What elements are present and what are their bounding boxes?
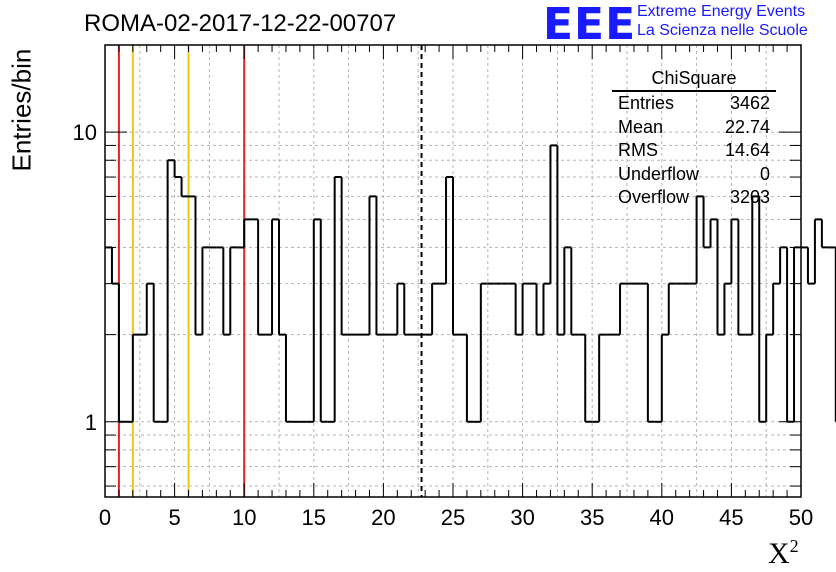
histogram-bin: [333, 176, 342, 422]
histogram-bin: [779, 246, 788, 284]
x-tick-label: 20: [371, 505, 395, 530]
stats-value: 0: [759, 163, 770, 184]
histogram-bin: [765, 333, 774, 422]
histogram-bin: [521, 282, 530, 335]
stats-title: ChiSquare: [612, 66, 776, 92]
logo-tagline-1: Extreme Energy Events: [637, 3, 806, 20]
stats-label: RMS: [618, 140, 658, 160]
histogram-bin: [758, 196, 767, 423]
x-tick-label: 25: [441, 505, 465, 530]
histogram-bin: [737, 219, 746, 336]
stats-row-overflow: Overflow 3203: [612, 186, 776, 210]
stats-label: Entries: [618, 93, 675, 113]
histogram-bin: [820, 219, 829, 249]
x-tick-label: 10: [232, 505, 256, 530]
histogram-bin: [584, 334, 593, 423]
x-tick-label: 15: [302, 505, 326, 530]
histogram-bin: [806, 247, 815, 285]
stats-value: 3462: [729, 93, 770, 113]
eee-logo: EEE: [543, 0, 637, 50]
histogram-bin: [542, 282, 551, 335]
histogram-bin: [514, 283, 523, 336]
histogram-bin: [194, 196, 203, 336]
histogram-bin: [619, 282, 627, 335]
histogram-bin: [570, 247, 579, 336]
histogram-bin: [340, 177, 349, 336]
histogram-bin: [131, 333, 140, 422]
stats-label: Mean: [618, 116, 664, 137]
histogram-bin: [646, 283, 655, 423]
stats-value: 3203: [729, 187, 770, 207]
stats-value: 22.74: [724, 116, 770, 137]
histogram-bin: [145, 282, 154, 335]
histogram-bin: [368, 195, 377, 335]
histogram-bin: [730, 218, 739, 284]
histogram-bin: [709, 218, 718, 248]
logo-tagline-2: La Scienza nelle Scuole: [637, 22, 808, 39]
histogram-bin: [452, 177, 460, 336]
histogram-bin: [723, 282, 732, 335]
y-tick-label: 1: [85, 410, 97, 435]
histogram-bin: [319, 219, 328, 423]
histogram-bin: [284, 334, 293, 423]
histogram-bin: [243, 218, 252, 248]
histogram-bin: [445, 176, 453, 284]
histogram-bin: [180, 177, 189, 198]
stats-row-entries: Entries 3462: [612, 92, 776, 116]
histogram-bin: [271, 218, 279, 335]
histogram-bin: [375, 196, 384, 336]
histogram-bin: [549, 144, 558, 284]
histogram-bin: [257, 219, 266, 336]
histogram-bin: [716, 219, 725, 336]
histogram-bin: [166, 159, 175, 422]
y-tick-label: 10: [73, 120, 97, 145]
stats-row-mean: Mean 22.74: [612, 116, 776, 140]
histogram-bin: [222, 247, 231, 336]
histogram-bin: [229, 246, 238, 335]
histogram-bin: [110, 247, 119, 285]
histogram-bin: [152, 283, 161, 423]
histogram-bin: [403, 283, 412, 336]
histogram-bin: [312, 218, 321, 422]
x-tick-label: 0: [99, 505, 111, 530]
histogram-bin: [278, 219, 286, 336]
stats-box: ChiSquare Entries 3462 Mean 22.74 RMS 14…: [612, 66, 776, 210]
stats-label: Underflow: [618, 163, 700, 184]
stats-row-underflow: Underflow 0: [612, 163, 776, 187]
histogram-bin: [396, 282, 405, 335]
histogram-bin: [813, 218, 822, 284]
histogram-bin: [702, 196, 711, 249]
x-tick-label: 5: [168, 505, 180, 530]
x-tick-label: 45: [719, 505, 743, 530]
histogram-bin: [173, 160, 182, 179]
histogram-bin: [465, 334, 474, 423]
histogram-bin: [772, 282, 781, 335]
histogram-bin: [431, 282, 440, 335]
histogram-bin: [117, 283, 126, 423]
histogram-bin: [556, 145, 565, 336]
histogram-bin: [535, 283, 544, 336]
histogram-bin: [201, 246, 210, 335]
x-tick-label: 50: [789, 505, 813, 530]
run-title: ROMA-02-2017-12-22-00707: [84, 10, 397, 37]
x-tick-label: 40: [650, 505, 674, 530]
histogram-bin: [695, 195, 704, 284]
histogram-bin: [598, 333, 607, 422]
stats-value: 14.64: [724, 140, 770, 160]
stats-label: Overflow: [618, 187, 690, 207]
histogram-bin: [751, 195, 760, 335]
x-axis-label: X2: [768, 536, 799, 570]
y-axis-label: Entries/bin: [6, 48, 37, 172]
histogram-bin: [563, 246, 572, 335]
histogram-bin: [667, 282, 676, 335]
x-tick-label: 30: [510, 505, 534, 530]
x-tick-label: 35: [580, 505, 604, 530]
stats-row-rms: RMS 14.64: [612, 139, 776, 163]
histogram-bin: [660, 333, 669, 422]
histogram-bin: [479, 282, 488, 422]
